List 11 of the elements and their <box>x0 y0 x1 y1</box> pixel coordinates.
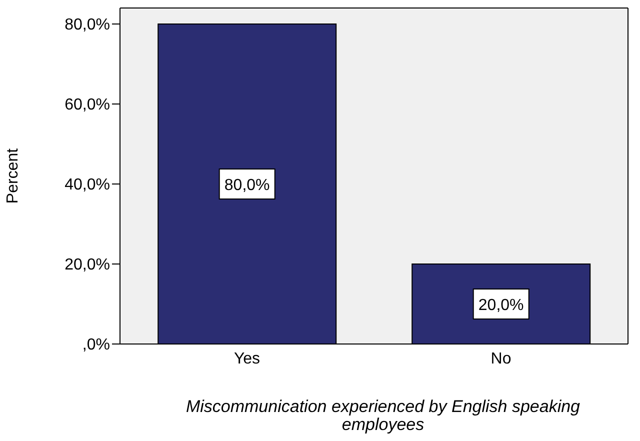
x-axis-title: Miscommunication experienced by English speaking employees <box>184 397 582 434</box>
x-tick-label: No <box>490 350 512 368</box>
y-tick-label: 20,0% <box>64 256 110 274</box>
y-tick-label: 80,0% <box>64 16 110 34</box>
data-label: 20,0% <box>478 297 524 314</box>
y-axis-title: Percent <box>4 148 22 204</box>
y-tick-label: 60,0% <box>64 96 110 114</box>
x-tick-label: Yes <box>234 350 260 368</box>
y-tick-label: ,0% <box>82 336 110 354</box>
y-tick-label: 40,0% <box>64 176 110 194</box>
data-label: 80,0% <box>224 177 270 194</box>
